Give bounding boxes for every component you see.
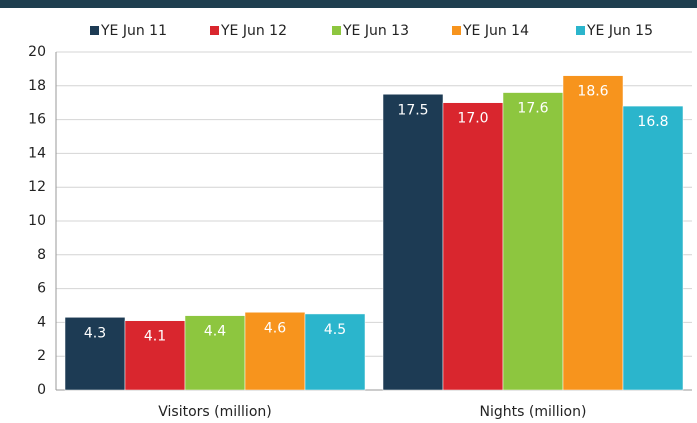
legend-label: YE Jun 14: [462, 23, 529, 39]
value-label: 17.6: [517, 101, 548, 117]
bar: [184, 315, 246, 391]
x-tick-label: Visitors (million): [158, 404, 271, 420]
legend-swatch: [332, 26, 341, 35]
bar: [244, 312, 306, 391]
value-label: 4.4: [204, 324, 226, 340]
legend-swatch: [210, 26, 219, 35]
bar: [502, 92, 564, 391]
bar: [124, 320, 186, 391]
legend-swatch: [90, 26, 99, 35]
legend-label: YE Jun 12: [220, 23, 287, 39]
value-label: 17.5: [397, 102, 428, 118]
bar: [64, 317, 126, 391]
value-label: 16.8: [637, 114, 668, 130]
legend-swatch: [452, 26, 461, 35]
y-tick-label: 16: [28, 112, 46, 128]
y-tick-label: 10: [28, 213, 46, 229]
legend-label: YE Jun 15: [586, 23, 653, 39]
value-label: 4.3: [84, 325, 106, 341]
y-tick-label: 6: [37, 281, 46, 297]
x-tick-label: Nights (million): [480, 404, 587, 420]
value-label: 4.6: [264, 320, 286, 336]
y-tick-label: 0: [37, 382, 46, 398]
y-tick-label: 8: [37, 247, 46, 263]
bar: [304, 313, 366, 391]
legend-label: YE Jun 13: [342, 23, 409, 39]
bar: [622, 105, 684, 391]
legend-label: YE Jun 11: [100, 23, 167, 39]
value-label: 4.5: [324, 322, 346, 338]
y-tick-label: 18: [28, 78, 46, 94]
bar: [562, 75, 624, 391]
bar: [382, 94, 444, 391]
y-tick-label: 14: [28, 145, 46, 161]
header-band: [0, 0, 697, 8]
value-label: 4.1: [144, 329, 166, 345]
legend-swatch: [576, 26, 585, 35]
y-tick-label: 20: [28, 44, 46, 60]
value-label: 18.6: [577, 84, 608, 100]
y-tick-label: 4: [37, 314, 46, 330]
y-tick-label: 2: [37, 348, 46, 364]
y-tick-label: 12: [28, 179, 46, 195]
value-label: 17.0: [457, 111, 488, 127]
bar: [442, 102, 504, 391]
